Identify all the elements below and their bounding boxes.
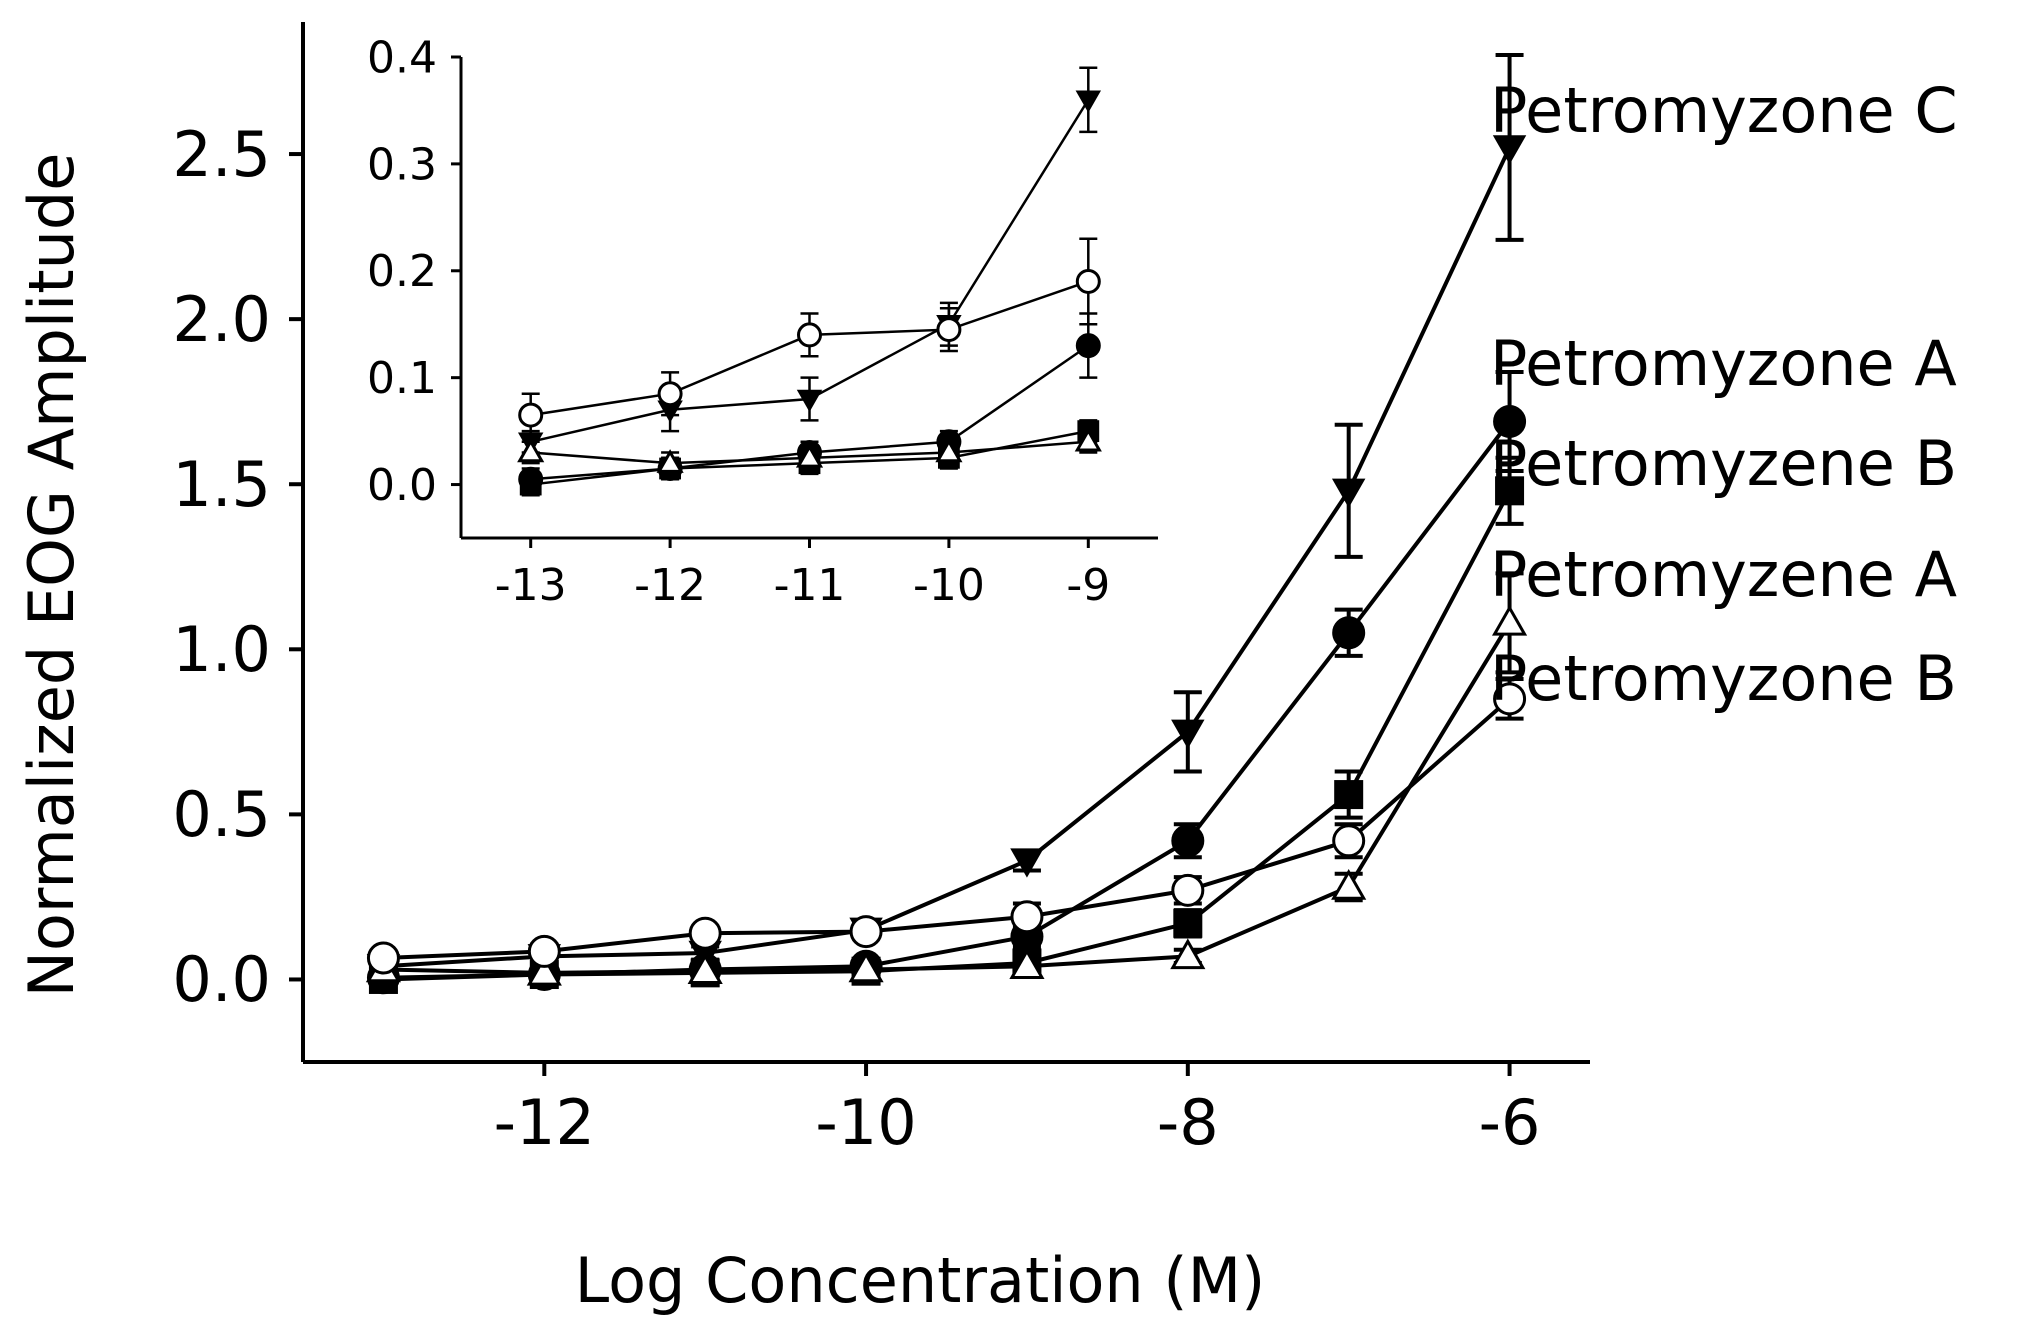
series-label-petromyzene-a: Petromyzene A [1490,538,1957,611]
main-petromyzene-a-point [1170,938,1206,970]
series-label-petromyzone-b: Petromyzone B [1490,642,1957,715]
inset-petromyzene-a-point [517,438,545,463]
main-petromyzone-c-point [1331,478,1366,508]
main-y-tick-label: 0.5 [172,778,271,851]
main-axes: 0.0 0.5 1.0 1.5 2.0 2.5 -12 -10 -8 -6 [172,22,1590,1159]
inset-petromyzone-b-point [797,322,822,348]
main-x-tick-label: -6 [1479,1086,1541,1159]
inset-y-tick-label: 0.0 [367,460,437,511]
main-y-tick-label: 0.0 [172,943,271,1016]
x-axis-title: Log Concentration (M) [575,1244,1266,1317]
main-petromyzene-a-point [526,954,562,986]
inset-x-tick-label: -11 [774,560,846,611]
main-petromyzone-c-point [1171,719,1205,749]
inset-y-tick-label: 0.1 [367,353,437,404]
main-petromyzone-b-point [1171,873,1205,907]
main-petromyzone-b-point [366,941,400,975]
inset-chart: 0.0 0.1 0.2 0.3 0.4 -13 -12 -11 -10 -9 [367,32,1158,611]
inset-petromyzone-c-point [796,389,823,413]
main-petromyzene-a-point [1491,604,1528,636]
main-petromyzene-a-line [383,621,1512,975]
series-label-petromyzene-b: Petromyzene B [1490,427,1957,500]
inset-x-tick-label: -13 [495,560,567,611]
main-petromyzene-a-point [848,951,884,983]
inset-petromyzone-b-point [657,381,683,407]
y-axis-title: Normalized EOG Amplitude [15,153,88,998]
inset-x-tick-label: -10 [913,560,985,611]
main-y-tick-label: 1.5 [172,448,271,521]
main-y-tick-label: 2.5 [172,118,271,191]
inset-petromyzone-b-point [518,402,544,428]
main-petromyzone-a-point [1493,404,1527,438]
inset-y-tick-label: 0.2 [367,246,437,297]
inset-y-tick-label: 0.3 [367,139,437,190]
inset-x-tick-label: -12 [634,560,706,611]
inset-axes: 0.0 0.1 0.2 0.3 0.4 -13 -12 -11 -10 -9 [367,32,1158,611]
inset-petromyzene-a-point [795,443,824,468]
inset-petromyzene-a-point [935,438,963,463]
main-petromyzene-a-point [687,953,723,984]
series-label-petromyzone-c: Petromyzone C [1490,74,1958,147]
inset-x-tick-label: -9 [1066,560,1110,611]
main-x-tick-label: -10 [815,1086,916,1159]
main-petromyzene-a-point [1009,948,1045,980]
main-y-tick-label: 1.0 [172,613,271,686]
main-petromyzone-c-point [1010,848,1044,878]
main-petromyzone-b-line [383,697,1511,960]
inset-petromyzone-a-point [1075,333,1101,359]
main-petromyzone-c-line [383,146,1512,969]
inset-petromyzone-b-point [1075,268,1101,294]
inset-petromyzene-a-point [656,449,684,473]
main-x-tick-label: -8 [1157,1086,1219,1159]
series-label-petromyzone-a: Petromyzone A [1490,327,1957,400]
inset-petromyzene-a-point [1074,427,1102,452]
main-x-tick-label: -12 [494,1086,595,1159]
main-petromyzone-b-point [1332,824,1366,858]
series-labels: Petromyzone C Petromyzone A Petromyzene B P… [1490,74,1958,715]
main-petromyzone-b-point [849,915,883,949]
main-petromyzone-b-point [688,916,722,950]
main-petromyzone-b-point [527,934,561,968]
main-petromyzene-b-point [1173,908,1203,938]
main-petromyzone-c-point [1492,135,1527,165]
inset-petromyzene-b-point [519,473,542,496]
main-petromyzone-b-point [1010,900,1044,934]
main-petromyzone-b-point [1493,682,1527,716]
main-y-tick-label: 2.0 [172,283,271,356]
inset-y-tick-label: 0.4 [367,32,437,83]
main-petromyzone-a-point [1171,824,1205,858]
main-petromyzene-b-point [1495,476,1525,506]
inset-series [517,66,1102,497]
main-petromyzene-a-point [1331,868,1367,900]
main-petromyzone-a-point [1332,616,1366,650]
inset-petromyzone-c-point [1075,90,1102,113]
main-series [365,53,1528,995]
main-petromyzene-b-point [1334,780,1364,810]
inset-petromyzone-b-point [936,317,962,343]
